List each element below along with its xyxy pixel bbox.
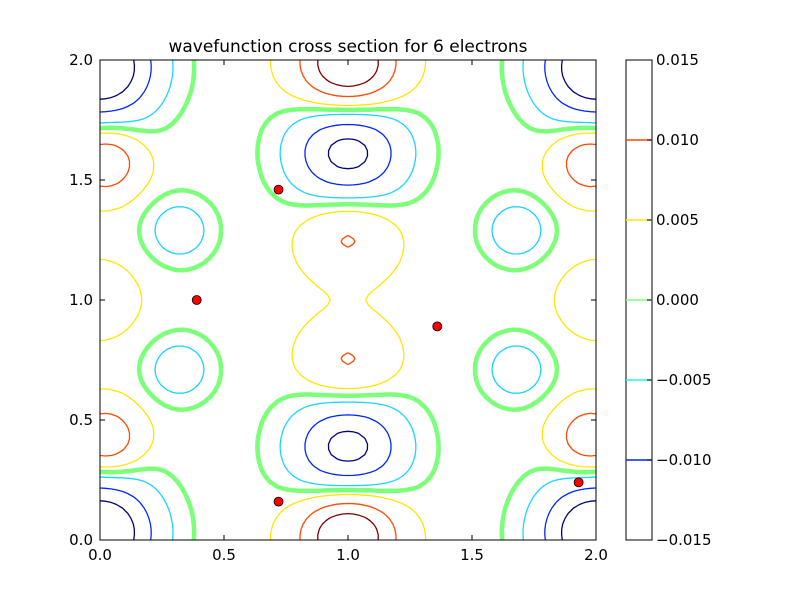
x-tick-label: 1.5	[460, 546, 484, 564]
y-tick-label: 1.0	[69, 291, 93, 309]
electron-marker	[273, 496, 284, 507]
x-tick-label: 2.0	[584, 546, 608, 564]
colorbar-tick-label: −0.015	[656, 531, 712, 549]
colorbar-tick-label: 0.005	[656, 211, 699, 229]
plot-frame	[99, 59, 597, 541]
x-tick-label: 0.5	[212, 546, 236, 564]
zero-level-contour	[100, 60, 596, 540]
y-axis: 0.0 0.5 1.0 1.5 2.0	[69, 51, 596, 549]
colorbar-tick-label: 0.000	[656, 291, 699, 309]
x-tick-label: 1.0	[336, 546, 360, 564]
colorbar-tick-label: −0.010	[656, 451, 712, 469]
colorbar-tick-label: 0.015	[656, 51, 699, 69]
electron-marker	[432, 321, 443, 332]
y-tick-label: 2.0	[69, 51, 93, 69]
colorbar-tick-label: 0.010	[656, 131, 699, 149]
y-tick-label: 0.0	[69, 531, 93, 549]
x-tick-label: 0.0	[88, 546, 112, 564]
electron-marker	[191, 295, 202, 305]
contour-lines	[100, 60, 596, 540]
electron-marker	[273, 184, 284, 195]
contour-level-4	[100, 60, 596, 540]
colorbar-tick-label: −0.005	[656, 371, 712, 389]
contour-level-1	[100, 60, 596, 540]
x-axis: 0.0 0.5 1.0 1.5 2.0	[88, 60, 608, 564]
electron-markers	[191, 184, 584, 507]
colorbar: −0.015 −0.010 −0.005 0.000 0.005 0.010 0.015	[625, 51, 712, 549]
y-tick-label: 0.5	[69, 411, 93, 429]
contour-level-2	[100, 60, 596, 540]
contour-level-0	[100, 60, 596, 540]
electron-marker	[573, 477, 584, 488]
contour-level-6	[317, 60, 379, 540]
contour-level-5	[100, 60, 596, 540]
y-tick-label: 1.5	[69, 171, 93, 189]
chart-title: wavefunction cross section for 6 electro…	[168, 37, 527, 57]
